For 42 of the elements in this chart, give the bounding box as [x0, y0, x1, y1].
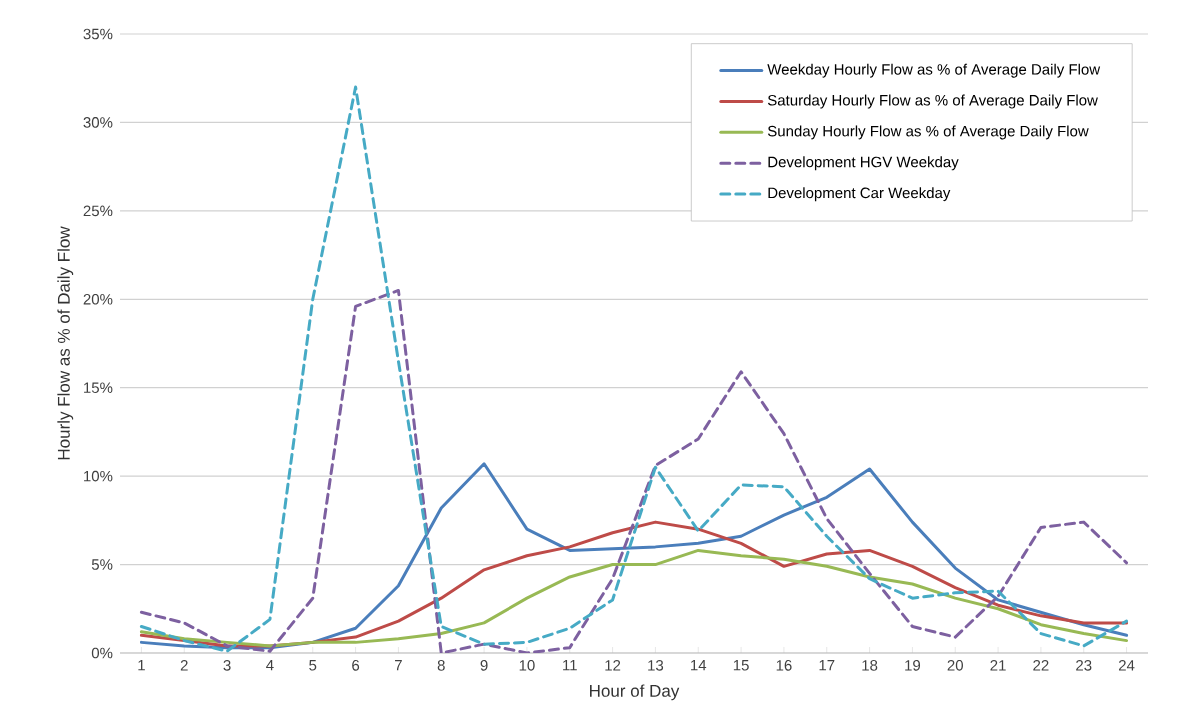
y-tick-label: 5% [91, 559, 113, 570]
x-tick-label: 18 [862, 660, 878, 671]
x-tick-label: 15 [733, 660, 749, 671]
y-tick-label: 0% [91, 647, 113, 659]
x-tick-label: 11 [563, 660, 577, 671]
x-tick-label: 4 [266, 660, 274, 671]
x-tick-label: 17 [819, 660, 835, 671]
x-tick-label: 6 [352, 660, 360, 671]
x-tick-label: 12 [605, 660, 621, 671]
y-tick-label: 20% [83, 293, 113, 305]
x-tick-label: 10 [519, 660, 535, 671]
x-tick-label: 5 [309, 660, 317, 671]
x-tick-label: 13 [648, 660, 664, 671]
y-tick-label: 30% [83, 117, 113, 128]
legend-label: Development HGV Weekday [768, 156, 959, 171]
legend-label: Weekday Hourly Flow as % of Average Daily Flow [767, 63, 1101, 78]
line-series [139, 288, 1129, 653]
x-tick-label: 9 [480, 660, 488, 671]
y-tick-label: 35% [83, 28, 113, 40]
x-tick-label: 16 [776, 660, 792, 671]
x-tick-label: 21 [990, 660, 1006, 671]
x-tick-label: 7 [395, 660, 402, 671]
y-axis-title: Hourly Flow as % of Daily Flow [57, 226, 74, 460]
legend-label: Development Car Weekday [768, 187, 951, 202]
x-tick-label: 2 [180, 660, 188, 671]
x-tick-label: 19 [905, 660, 921, 671]
legend-label: Sunday Hourly Flow as % of Average Daily Flow [767, 125, 1089, 140]
legend-label: Saturday Hourly Flow as % of Average Daily Flow [767, 94, 1098, 109]
y-tick-label: 10% [84, 470, 113, 482]
y-tick-label: 25% [83, 205, 113, 217]
x-tick-label: 20 [947, 660, 963, 671]
y-tick-label: 15% [84, 382, 113, 393]
x-tick-label: 14 [691, 660, 707, 671]
x-tick-label: 24 [1118, 660, 1135, 671]
x-tick-label: 23 [1076, 660, 1092, 671]
x-tick-label: 3 [223, 660, 231, 671]
x-tick-label: 8 [437, 660, 445, 671]
x-axis-title: Hour of Day [590, 684, 680, 701]
x-tick-label: 22 [1033, 660, 1049, 671]
line-series [139, 548, 1129, 648]
line-series [139, 85, 1129, 653]
x-tick-label: 1 [138, 660, 145, 671]
